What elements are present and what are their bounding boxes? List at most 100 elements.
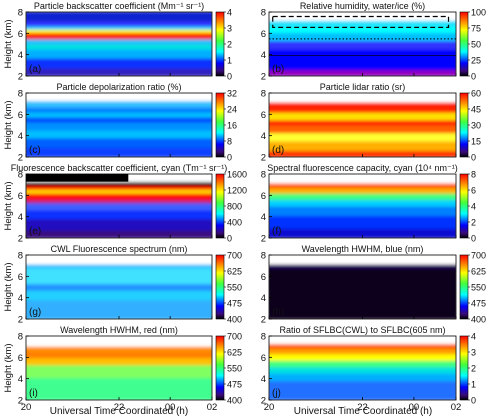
colorbar-tick-label: 24 <box>227 104 237 114</box>
y-tick-label: 6 <box>18 29 23 40</box>
heatmap-band <box>26 199 212 204</box>
panel-letter: (a) <box>29 64 41 75</box>
y-tick-label: 2 <box>18 315 23 326</box>
heatmap-band <box>26 67 212 76</box>
heatmap-band <box>269 31 456 42</box>
colorbar <box>459 254 469 320</box>
panel-title: Particle lidar ratio (sr) <box>320 82 406 92</box>
colorbar-tick-label: 400 <box>227 217 242 227</box>
colorbar-tick-label: 1600 <box>227 169 247 179</box>
y-tick-label: 8 <box>18 332 23 343</box>
heatmap-band <box>26 364 212 379</box>
heatmap-band <box>26 12 212 22</box>
x-tick-label: 22 <box>114 402 125 413</box>
heatmap-image <box>269 174 456 238</box>
heatmap-band <box>269 372 456 382</box>
colorbar-tick-label: 550 <box>471 282 486 292</box>
y-tick-label: 4 <box>261 374 266 385</box>
heatmap-band <box>26 106 212 113</box>
heatmap-band <box>269 267 456 319</box>
y-tick-label: 8 <box>18 8 23 19</box>
heatmap-band <box>26 192 212 201</box>
heatmap-band <box>26 188 212 194</box>
colorbar <box>215 335 225 401</box>
heatmap-band <box>269 182 456 189</box>
heatmap-band <box>26 137 212 148</box>
heatmap-band <box>26 28 212 33</box>
heatmap-band <box>26 336 212 347</box>
panel-d: 2 4 6 8 Particle lidar ratio (sr) (d) 0 15 30 45 6… <box>261 82 481 164</box>
panel-e: 2 4 6 8 Height (km) Fluorescence backscatter … <box>3 163 247 245</box>
y-axis-label: Height (km) <box>3 19 14 68</box>
x-tick-label: 22 <box>357 402 368 413</box>
y-tick-label: 8 <box>18 89 23 100</box>
y-axis-label: Height (km) <box>3 343 14 392</box>
heatmap-band <box>269 111 456 121</box>
panel-letter: (c) <box>29 145 41 156</box>
colorbar <box>459 173 469 239</box>
heatmap-image <box>26 12 212 76</box>
colorbar <box>459 11 469 77</box>
colorbar-tick-label: 25 <box>471 55 481 65</box>
colorbar <box>459 92 469 158</box>
colorbar-tick-label: 15 <box>471 136 481 146</box>
heatmap-band <box>26 202 212 211</box>
colorbar-tick-label: 45 <box>471 104 481 114</box>
y-tick-label: 8 <box>261 8 266 19</box>
heatmap-image <box>269 255 456 319</box>
heatmap-band <box>269 353 456 361</box>
colorbar-tick-label: 60 <box>471 88 481 98</box>
heatmap-band <box>269 48 456 71</box>
panel-title: Particle backscatter coefficient (Mm⁻¹ s… <box>34 1 204 11</box>
colorbar-tick-label: 0 <box>471 152 476 162</box>
x-axis-label-left: Universal Time Coordinated (h) <box>50 406 188 417</box>
dark-top-patch <box>26 174 129 182</box>
y-tick-label: 8 <box>18 170 23 181</box>
colorbar <box>215 92 225 158</box>
y-tick-label: 6 <box>18 272 23 283</box>
panel-b: 2 4 6 8 Relative humidity, water/ice (%) (b) 0… <box>261 1 486 83</box>
y-tick-label: 4 <box>261 131 266 142</box>
panel-i: 2 4 6 8 20 22 00 02 Height (km) Wavelength HWHM, … <box>3 325 242 413</box>
colorbar-tick-label: 400 <box>227 395 242 405</box>
y-tick-label: 4 <box>18 212 23 223</box>
colorbar-tick-label: 4 <box>471 331 476 341</box>
panel-letter: (b) <box>272 64 284 75</box>
colorbar-tick-label: 400 <box>471 314 486 324</box>
colorbar-tick-label: 625 <box>227 347 242 357</box>
panel-title: CWL Fluorescence spectrum (nm) <box>51 244 188 254</box>
y-tick-label: 2 <box>18 234 23 245</box>
colorbar-tick-label: 700 <box>471 250 486 260</box>
heatmap-band <box>26 299 212 319</box>
colorbar-tick-label: 700 <box>227 331 242 341</box>
colorbar-tick-label: 100 <box>471 7 486 17</box>
y-tick-label: 6 <box>18 353 23 364</box>
panel-title: Ratio of SFLBC(CWL) to SFLBC(605 nm) <box>279 325 445 335</box>
heatmap-band <box>269 124 456 134</box>
heatmap-image <box>26 93 212 157</box>
colorbar-tick-label: 2 <box>471 363 476 373</box>
colorbar-tick-label: 625 <box>227 266 242 276</box>
colorbar-tick-label: 550 <box>227 363 242 373</box>
y-tick-label: 6 <box>261 353 266 364</box>
y-tick-label: 8 <box>261 251 266 262</box>
colorbar-tick-label: 8 <box>227 136 232 146</box>
panel-letter: (d) <box>272 145 284 156</box>
panel-title: Wavelength HWHM, red (nm) <box>60 325 178 335</box>
y-tick-label: 6 <box>18 191 23 202</box>
heatmap-band <box>26 229 212 238</box>
y-tick-label: 2 <box>18 153 23 164</box>
panel-letter: (e) <box>29 226 41 237</box>
heatmap-band <box>26 185 212 190</box>
heatmap-band <box>269 366 456 374</box>
heatmap-band <box>269 187 456 194</box>
y-tick-label: 2 <box>261 315 266 326</box>
colorbar-tick-label: 475 <box>227 298 242 308</box>
y-tick-label: 2 <box>18 72 23 83</box>
panel-letter: (h) <box>272 307 284 318</box>
heatmap-band <box>26 263 212 269</box>
heatmap-band <box>26 283 212 291</box>
heatmap-band <box>269 192 456 201</box>
